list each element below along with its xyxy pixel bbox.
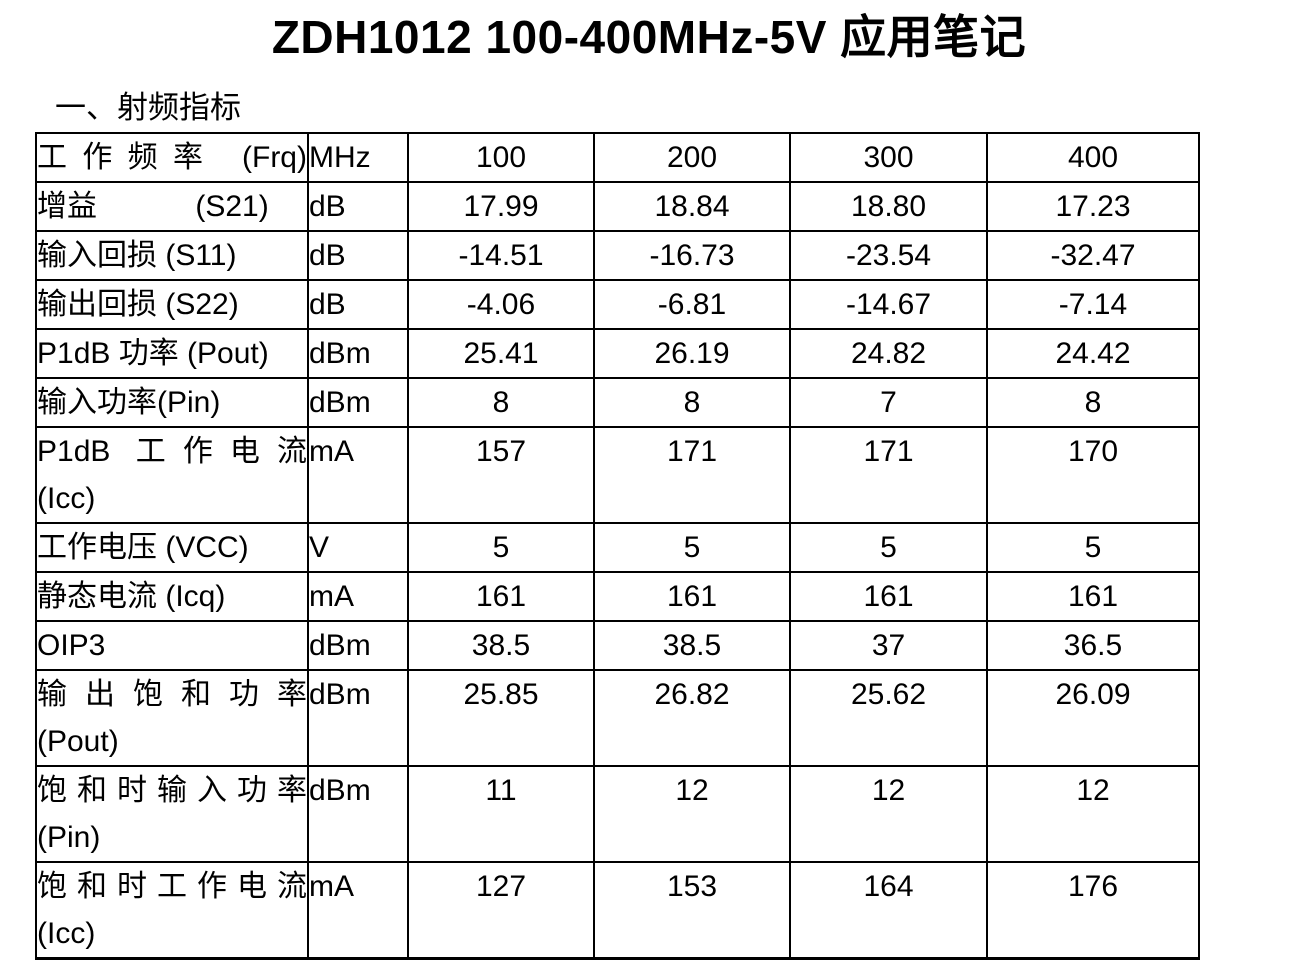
spec-value-cell: -14.51: [407, 230, 595, 281]
spec-label-cell: 输出饱和功率 (Pout): [35, 669, 309, 767]
spec-value-cell: 11: [407, 765, 595, 863]
spec-value-cell: 18.84: [593, 181, 791, 232]
spec-label-cell: 输出回损 (S22): [35, 279, 309, 330]
spec-value-cell: 26.09: [986, 669, 1200, 767]
spec-label-cell: 增益 (S21): [35, 181, 309, 232]
spec-label-cell: 工作电压 (VCC): [35, 522, 309, 573]
spec-value-cell: 25.85: [407, 669, 595, 767]
spec-value-cell: 300: [789, 132, 988, 183]
spec-label-cell: 工作频率 (Frq): [35, 132, 309, 183]
spec-value-cell: 100: [407, 132, 595, 183]
table-row: 输入回损 (S11) dB -14.51 -16.73 -23.54 -32.47: [35, 230, 1200, 281]
spec-value-cell: 153: [593, 861, 791, 960]
spec-label-cell: 输入回损 (S11): [35, 230, 309, 281]
table-row: 输出饱和功率 (Pout) dBm 25.85 26.82 25.62 26.09: [35, 669, 1200, 767]
spec-value-cell: 8: [986, 377, 1200, 428]
spec-value-cell: 25.62: [789, 669, 988, 767]
table-row: 工作频率 (Frq) MHz 100 200 300 400: [35, 132, 1200, 183]
spec-value-cell: 5: [789, 522, 988, 573]
spec-value-cell: 157: [407, 426, 595, 524]
spec-value-cell: 26.82: [593, 669, 791, 767]
page-title: ZDH1012 100-400MHz-5V 应用笔记: [271, 11, 1027, 63]
table-row: 饱和时工作电流 (Icc) mA 127 153 164 176: [35, 861, 1200, 960]
spec-value-cell: 161: [593, 571, 791, 622]
spec-value-cell: 37: [789, 620, 988, 671]
spec-value-cell: 24.42: [986, 328, 1200, 379]
spec-label-cell: P1dB 功率 (Pout): [35, 328, 309, 379]
spec-value-cell: 7: [789, 377, 988, 428]
table-row: P1dB 工作电流 (Icc) mA 157 171 171 170: [35, 426, 1200, 524]
spec-value-cell: 17.23: [986, 181, 1200, 232]
spec-unit-cell: V: [307, 522, 409, 573]
spec-value-cell: 5: [986, 522, 1200, 573]
spec-unit-cell: dBm: [307, 620, 409, 671]
spec-unit-cell: dBm: [307, 765, 409, 863]
spec-value-cell: 200: [593, 132, 791, 183]
spec-unit-cell: mA: [307, 426, 409, 524]
table-row: 输入功率(Pin) dBm 8 8 7 8: [35, 377, 1200, 428]
spec-value-cell: 17.99: [407, 181, 595, 232]
spec-value-cell: 8: [593, 377, 791, 428]
spec-value-cell: 38.5: [593, 620, 791, 671]
spec-unit-cell: dBm: [307, 669, 409, 767]
spec-label-cell: 饱和时工作电流 (Icc): [35, 861, 309, 960]
spec-value-cell: -32.47: [986, 230, 1200, 281]
spec-value-cell: -16.73: [593, 230, 791, 281]
table-row: OIP3 dBm 38.5 38.5 37 36.5: [35, 620, 1200, 671]
spec-value-cell: 171: [593, 426, 791, 524]
spec-value-cell: 161: [789, 571, 988, 622]
spec-label-cell: 输入功率(Pin): [35, 377, 309, 428]
spec-value-cell: 38.5: [407, 620, 595, 671]
spec-value-cell: 127: [407, 861, 595, 960]
table-row: 增益 (S21) dB 17.99 18.84 18.80 17.23: [35, 181, 1200, 232]
spec-unit-cell: dB: [307, 230, 409, 281]
spec-unit-cell: dB: [307, 279, 409, 330]
spec-value-cell: -6.81: [593, 279, 791, 330]
spec-value-cell: -4.06: [407, 279, 595, 330]
spec-value-cell: 170: [986, 426, 1200, 524]
spec-value-cell: 5: [407, 522, 595, 573]
table-row: 静态电流 (Icq) mA 161 161 161 161: [35, 571, 1200, 622]
spec-unit-cell: MHz: [307, 132, 409, 183]
spec-value-cell: -7.14: [986, 279, 1200, 330]
spec-label-cell: 静态电流 (Icq): [35, 571, 309, 622]
spec-value-cell: 26.19: [593, 328, 791, 379]
spec-value-cell: 5: [593, 522, 791, 573]
spec-value-cell: 12: [789, 765, 988, 863]
spec-value-cell: 164: [789, 861, 988, 960]
spec-label-cell: OIP3: [35, 620, 309, 671]
spec-value-cell: 25.41: [407, 328, 595, 379]
spec-unit-cell: mA: [307, 861, 409, 960]
rf-spec-table-body: 工作频率 (Frq) MHz 100 200 300 400 增益 (S21) dB 17.99…: [35, 132, 1200, 960]
rf-spec-table: 工作频率 (Frq) MHz 100 200 300 400 增益 (S21) dB 17.99…: [35, 132, 1200, 960]
spec-value-cell: -23.54: [789, 230, 988, 281]
spec-value-cell: -14.67: [789, 279, 988, 330]
spec-value-cell: 171: [789, 426, 988, 524]
spec-label-cell: 饱和时输入功率 (Pin): [35, 765, 309, 863]
spec-label-cell: P1dB 工作电流 (Icc): [35, 426, 309, 524]
table-row: 输出回损 (S22) dB -4.06 -6.81 -14.67 -7.14: [35, 279, 1200, 330]
spec-value-cell: 8: [407, 377, 595, 428]
spec-value-cell: 36.5: [986, 620, 1200, 671]
spec-value-cell: 18.80: [789, 181, 988, 232]
spec-value-cell: 176: [986, 861, 1200, 960]
spec-value-cell: 12: [986, 765, 1200, 863]
table-row: 工作电压 (VCC) V 5 5 5 5: [35, 522, 1200, 573]
spec-unit-cell: dBm: [307, 377, 409, 428]
spec-value-cell: 161: [407, 571, 595, 622]
spec-unit-cell: mA: [307, 571, 409, 622]
spec-value-cell: 24.82: [789, 328, 988, 379]
spec-unit-cell: dB: [307, 181, 409, 232]
table-row: 饱和时输入功率 (Pin) dBm 11 12 12 12: [35, 765, 1200, 863]
spec-unit-cell: dBm: [307, 328, 409, 379]
spec-value-cell: 161: [986, 571, 1200, 622]
section-heading: 一、射频指标: [55, 90, 241, 125]
spec-value-cell: 12: [593, 765, 791, 863]
table-row: P1dB 功率 (Pout) dBm 25.41 26.19 24.82 24.42: [35, 328, 1200, 379]
spec-value-cell: 400: [986, 132, 1200, 183]
